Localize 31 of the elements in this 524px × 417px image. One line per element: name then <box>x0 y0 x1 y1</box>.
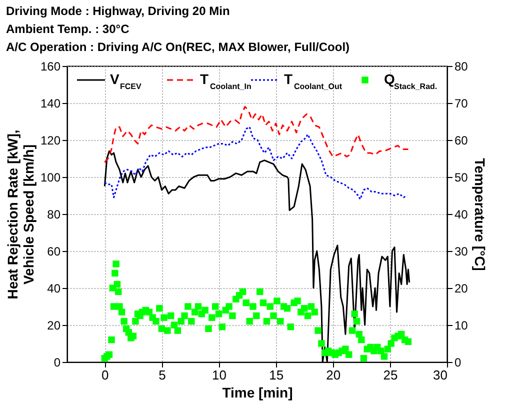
y2-tick-label: 60 <box>454 134 468 148</box>
x-tick-label: 10 <box>212 368 227 382</box>
line-series <box>104 106 409 163</box>
x-tick-label: 30 <box>433 368 448 382</box>
y2-axis-title: Temperature [°C] <box>472 158 488 271</box>
y-tick-label: 20 <box>47 318 61 332</box>
y2-tick-label: 30 <box>454 244 468 258</box>
y-tick-label: 120 <box>40 134 61 148</box>
y2-tick-label: 80 <box>454 60 468 74</box>
x-axis-title: Time [min] <box>222 384 293 400</box>
y-tick-label: 60 <box>47 244 61 258</box>
y2-tick-label: 20 <box>454 282 468 296</box>
x-tick-label: 5 <box>158 368 166 382</box>
y-axis-title: Heat Rejection Rate [kW], Vehicle Speed [km/h] <box>4 130 36 300</box>
y2-tick-label: 70 <box>454 96 468 110</box>
y2-tick-label: 0 <box>454 356 462 370</box>
chart-title: Driving Mode : Highway, Driving 20 Min Ambient Temp. : 30°C A/C Operation : Driving A/C On(REC, MAX Blower, Full/Cool) <box>6 4 350 54</box>
x-tick-label: 25 <box>383 368 398 382</box>
y-tick-label: 80 <box>47 208 61 222</box>
y-tick-label: 160 <box>40 60 61 74</box>
line-series <box>104 126 408 200</box>
y-tick-label: 40 <box>47 282 61 296</box>
y-tick-label: 0 <box>54 356 61 370</box>
y-tick-label: 100 <box>40 170 61 184</box>
x-tick-label: 15 <box>269 368 284 382</box>
y-tick-label: 140 <box>40 96 61 110</box>
x-tick-label: 20 <box>326 368 341 382</box>
y2-tick-label: 50 <box>454 170 468 184</box>
y2-tick-label: 10 <box>454 318 468 332</box>
x-tick-label: 0 <box>102 368 109 382</box>
y2-tick-label: 40 <box>454 208 468 222</box>
